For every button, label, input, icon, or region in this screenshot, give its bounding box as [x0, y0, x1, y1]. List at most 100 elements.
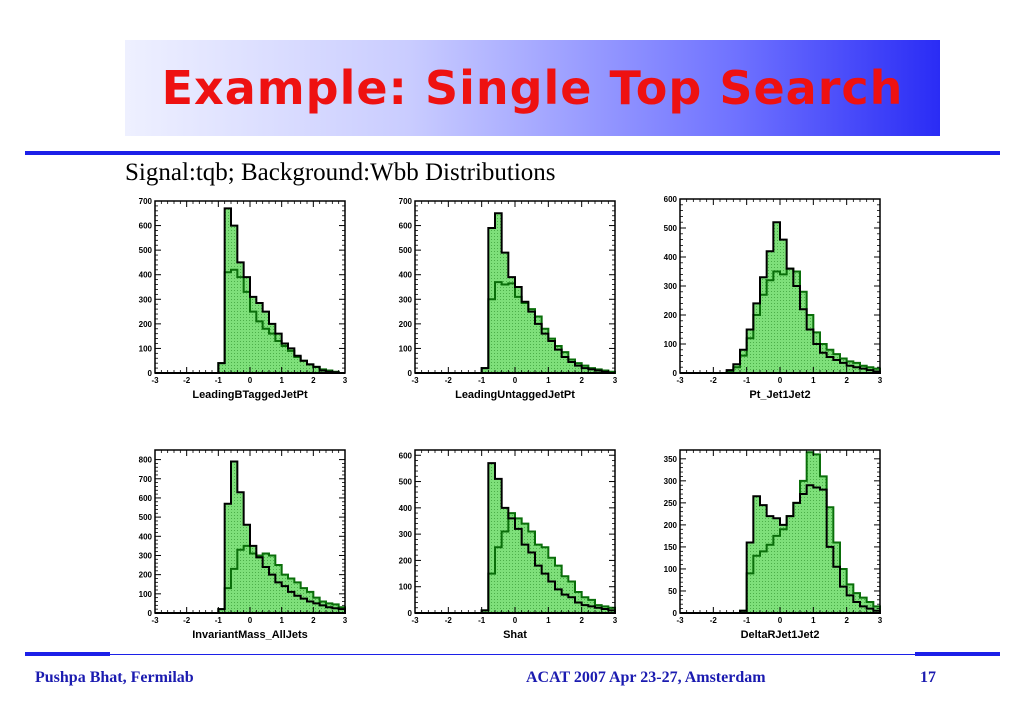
footer-author: Pushpa Bhat, Fermilab: [35, 669, 194, 686]
x-axis-label: DeltaRJet1Jet2: [741, 629, 820, 641]
footer-rule-middle: [110, 654, 915, 655]
x-tick-label: -1: [215, 376, 223, 385]
x-tick-label: -3: [151, 616, 159, 625]
x-tick-label: -2: [445, 376, 453, 385]
y-tick-label: 300: [664, 477, 678, 486]
x-tick-label: -2: [183, 616, 191, 625]
y-tick-label: 500: [399, 478, 413, 487]
x-tick-label: -2: [710, 376, 718, 385]
x-tick-label: 0: [248, 376, 253, 385]
y-tick-label: 250: [664, 499, 678, 508]
x-tick-label: 2: [844, 376, 849, 385]
y-tick-label: 700: [399, 197, 413, 206]
x-tick-label: 3: [878, 376, 883, 385]
x-axis-label: LeadingBTaggedJetPt: [192, 389, 308, 401]
x-tick-label: 1: [279, 616, 284, 625]
y-tick-label: 500: [139, 246, 153, 255]
histogram-6: -3 -2 -1 0 1 2 3 0 50 100 150 200 250 300 350 DeltaRJet…: [664, 449, 883, 641]
title-banner: Example: Single Top Search: [125, 40, 940, 136]
x-tick-label: 0: [248, 616, 253, 625]
histogram-2: -3 -2 -1 0 1 2 3 0 100 200 300 400 500 600 700 LeadingU…: [399, 197, 618, 401]
y-tick-label: 0: [673, 369, 678, 378]
slide-subtitle: Signal:tqb; Background:Wbb Distributions: [125, 159, 556, 186]
y-tick-label: 500: [399, 246, 413, 255]
background-fill: [415, 513, 615, 613]
y-tick-label: 400: [399, 271, 413, 280]
x-tick-label: -1: [478, 376, 486, 385]
y-tick-label: 200: [139, 571, 153, 580]
y-tick-label: 700: [139, 475, 153, 484]
x-tick-label: -1: [743, 376, 751, 385]
background-fill: [680, 268, 880, 373]
x-tick-label: 3: [343, 616, 348, 625]
histogram-1: -3 -2 -1 0 1 2 3 0 100 200 300 400 500 600 700 LeadingB…: [139, 197, 348, 401]
y-tick-label: 600: [139, 222, 153, 231]
x-tick-label: -2: [445, 616, 453, 625]
y-tick-label: 300: [664, 282, 678, 291]
x-tick-label: -1: [478, 616, 486, 625]
x-tick-label: 0: [513, 616, 518, 625]
x-tick-label: 1: [546, 376, 551, 385]
x-tick-label: 1: [279, 376, 284, 385]
y-tick-label: 200: [139, 320, 153, 329]
footer-conference: ACAT 2007 Apr 23-27, Amsterdam: [526, 669, 766, 686]
y-tick-label: 300: [139, 551, 153, 560]
x-axis-label: LeadingUntaggedJetPt: [455, 389, 575, 401]
y-tick-label: 300: [399, 530, 413, 539]
x-tick-label: 2: [579, 376, 584, 385]
footer-rule-left: [25, 652, 110, 656]
x-tick-label: -2: [710, 616, 718, 625]
footer-rule-right: [915, 652, 1000, 656]
y-tick-label: 200: [664, 521, 678, 530]
x-tick-label: 1: [811, 376, 816, 385]
x-axis-label: Shat: [503, 629, 527, 641]
x-tick-label: 3: [878, 616, 883, 625]
y-tick-label: 0: [148, 609, 153, 618]
y-tick-label: 0: [408, 369, 413, 378]
y-tick-label: 400: [399, 504, 413, 513]
y-tick-label: 100: [664, 340, 678, 349]
x-tick-label: 1: [811, 616, 816, 625]
y-tick-label: 50: [668, 587, 677, 596]
x-tick-label: 1: [546, 616, 551, 625]
y-tick-label: 600: [399, 451, 413, 460]
y-tick-label: 300: [139, 295, 153, 304]
x-tick-label: 0: [778, 616, 783, 625]
background-fill: [155, 269, 345, 373]
background-fill: [415, 282, 615, 373]
y-tick-label: 500: [139, 513, 153, 522]
y-tick-label: 500: [664, 224, 678, 233]
x-tick-label: 2: [311, 376, 316, 385]
y-tick-label: 400: [664, 253, 678, 262]
x-tick-label: -3: [676, 376, 684, 385]
x-tick-label: -3: [411, 376, 419, 385]
y-tick-label: 150: [664, 543, 678, 552]
y-tick-label: 0: [673, 609, 678, 618]
y-tick-label: 700: [139, 197, 153, 206]
y-tick-label: 100: [399, 583, 413, 592]
x-tick-label: -2: [183, 376, 191, 385]
slide-title: Example: Single Top Search: [161, 61, 904, 115]
y-tick-label: 600: [139, 494, 153, 503]
x-tick-label: -3: [676, 616, 684, 625]
histogram-4: -3 -2 -1 0 1 2 3 0 100 200 300 400 500 600 700 800 Invar…: [139, 449, 348, 641]
y-tick-label: 200: [399, 556, 413, 565]
histogram-5: -3 -2 -1 0 1 2 3 0 100 200 300 400 500 600 Shat: [399, 449, 618, 641]
y-tick-label: 400: [139, 271, 153, 280]
x-tick-label: 2: [311, 616, 316, 625]
x-tick-label: 2: [844, 616, 849, 625]
histogram-3: -3 -2 -1 0 1 2 3 0 100 200 300 400 500 600 Pt_Jet1Jet2: [664, 195, 883, 401]
x-tick-label: 2: [579, 616, 584, 625]
y-tick-label: 350: [664, 455, 678, 464]
x-tick-label: -3: [151, 376, 159, 385]
y-tick-label: 0: [148, 369, 153, 378]
y-tick-label: 0: [408, 609, 413, 618]
x-axis-label: Pt_Jet1Jet2: [749, 389, 810, 401]
y-tick-label: 600: [664, 195, 678, 204]
x-tick-label: -1: [743, 616, 751, 625]
y-tick-label: 100: [139, 590, 153, 599]
y-tick-label: 300: [399, 295, 413, 304]
x-tick-label: 0: [778, 376, 783, 385]
x-tick-label: -3: [411, 616, 419, 625]
x-tick-label: 3: [613, 616, 618, 625]
